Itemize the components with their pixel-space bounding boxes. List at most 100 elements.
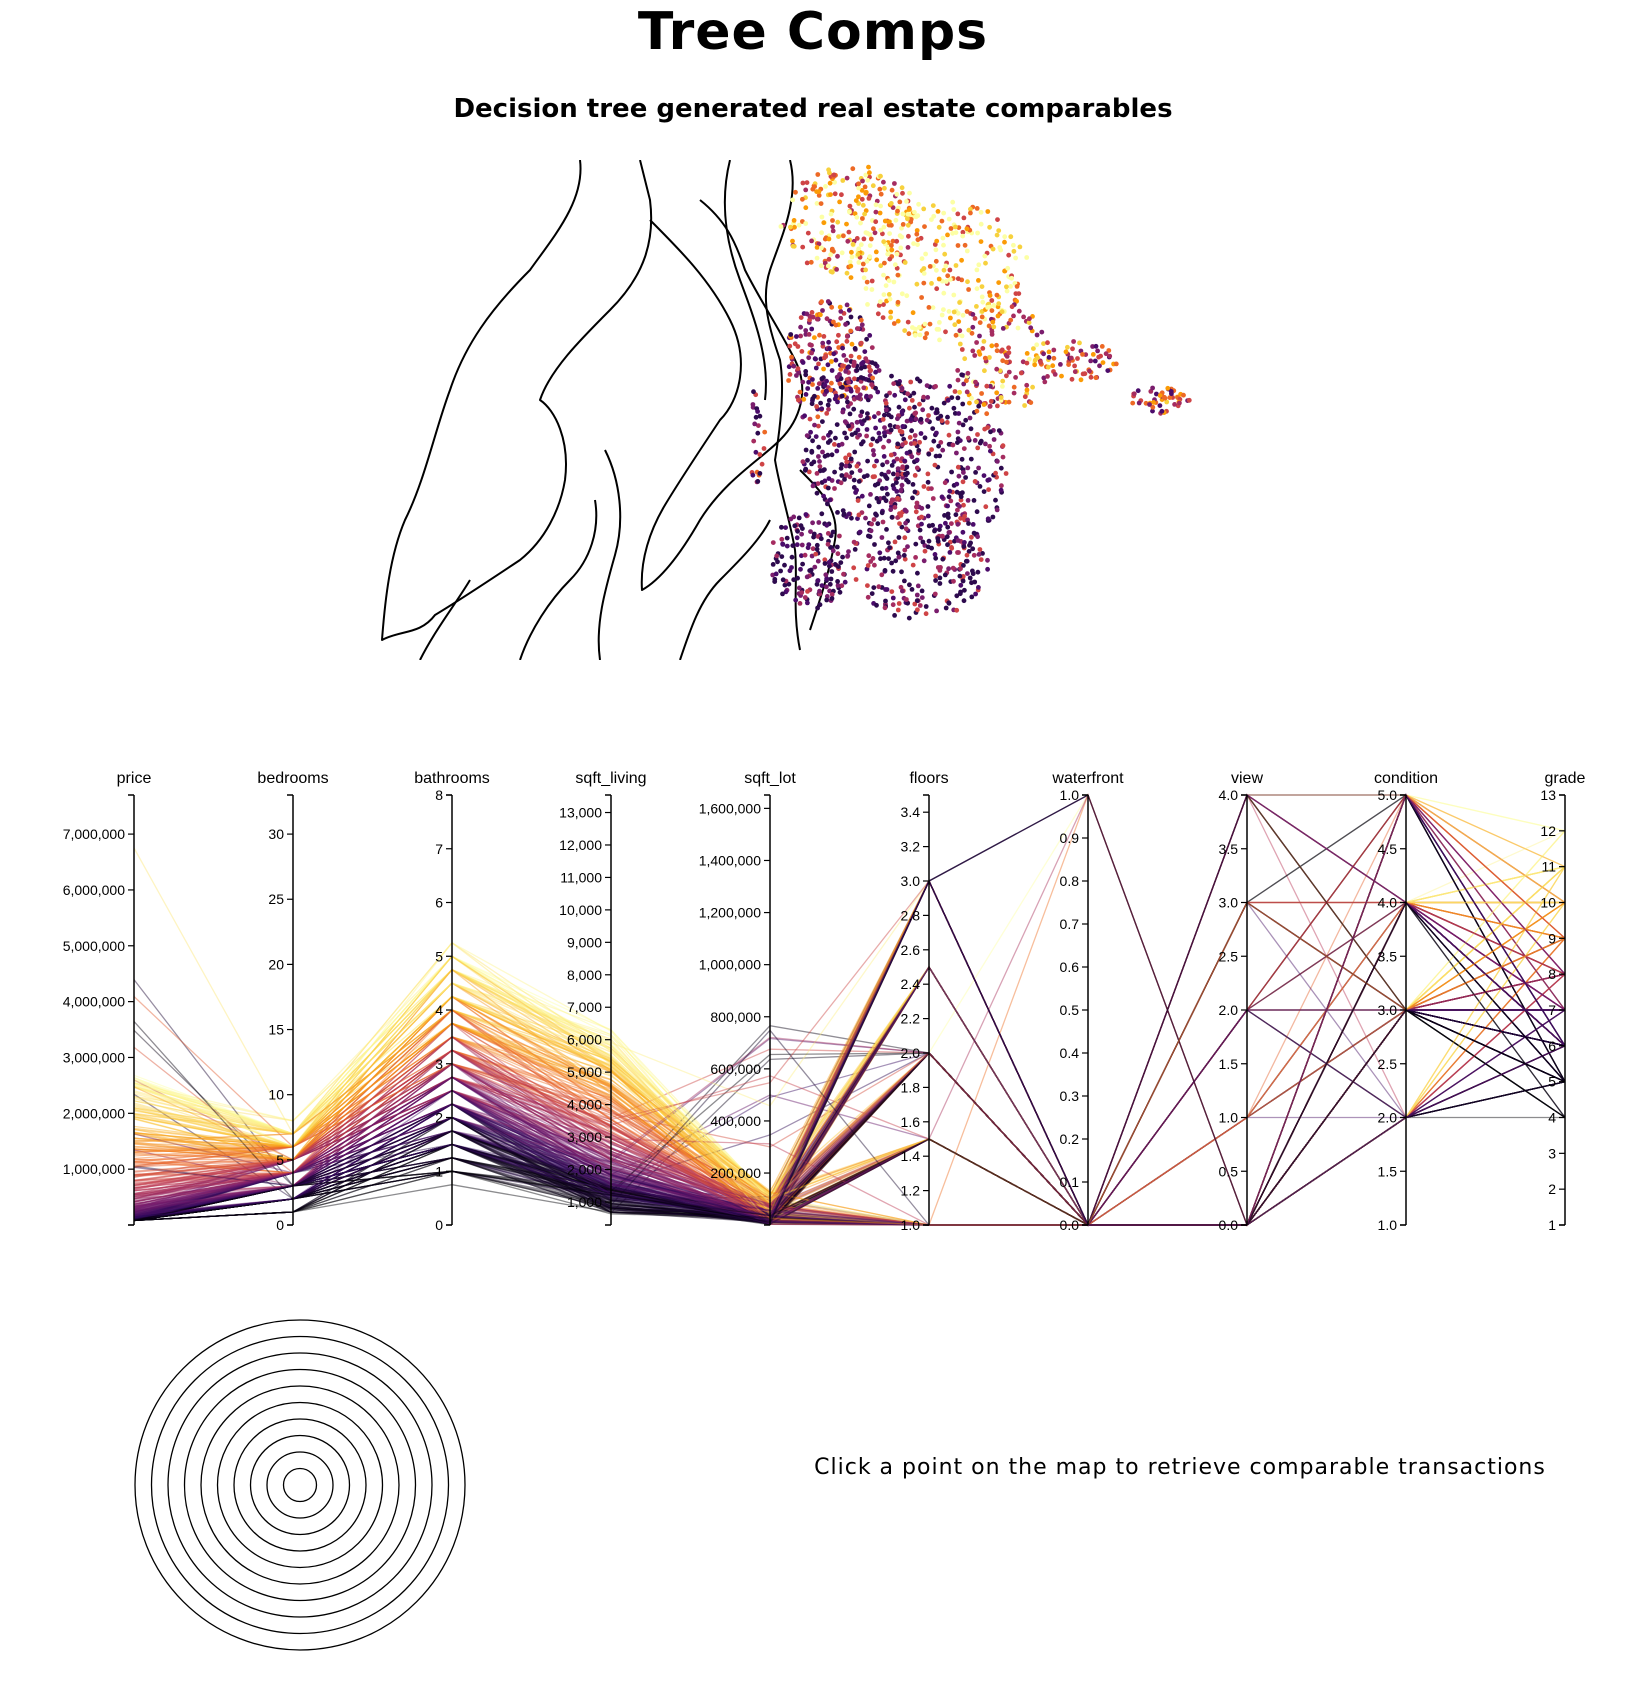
property-point[interactable] — [1004, 284, 1009, 290]
property-point[interactable] — [915, 213, 921, 219]
property-point[interactable] — [918, 535, 923, 541]
property-point[interactable] — [899, 409, 905, 415]
property-point[interactable] — [803, 372, 809, 378]
property-point[interactable] — [856, 479, 862, 484]
property-point[interactable] — [880, 519, 886, 525]
property-point[interactable] — [978, 239, 984, 244]
property-point[interactable] — [838, 309, 844, 314]
property-point[interactable] — [888, 507, 894, 513]
property-point[interactable] — [894, 251, 900, 257]
property-point[interactable] — [842, 419, 848, 424]
property-point[interactable] — [888, 201, 894, 206]
property-point[interactable] — [826, 406, 831, 412]
property-point[interactable] — [852, 211, 858, 217]
property-point[interactable] — [869, 287, 875, 292]
property-point[interactable] — [859, 188, 865, 193]
property-point[interactable] — [856, 181, 861, 187]
property-point[interactable] — [849, 424, 855, 429]
property-point[interactable] — [990, 246, 996, 252]
property-point[interactable] — [959, 257, 964, 263]
property-point[interactable] — [965, 279, 970, 285]
property-point[interactable] — [786, 581, 792, 587]
property-point[interactable] — [825, 402, 831, 408]
property-point[interactable] — [805, 386, 811, 391]
property-point[interactable] — [912, 404, 917, 410]
property-point[interactable] — [807, 568, 813, 573]
property-point[interactable] — [1150, 404, 1156, 410]
property-point[interactable] — [957, 573, 963, 579]
property-point[interactable] — [854, 214, 860, 220]
property-point[interactable] — [750, 402, 756, 407]
property-point[interactable] — [930, 305, 936, 310]
property-point[interactable] — [993, 470, 998, 476]
property-point[interactable] — [828, 576, 834, 582]
property-point[interactable] — [787, 343, 793, 349]
property-point[interactable] — [981, 339, 987, 344]
property-point[interactable] — [844, 387, 850, 392]
property-point[interactable] — [843, 455, 848, 461]
property-point[interactable] — [869, 382, 874, 387]
property-point[interactable] — [816, 444, 822, 450]
property-point[interactable] — [974, 286, 980, 292]
property-point[interactable] — [798, 523, 804, 529]
property-point[interactable] — [951, 292, 957, 298]
property-point[interactable] — [1028, 400, 1034, 405]
property-point[interactable] — [895, 550, 901, 556]
property-point[interactable] — [840, 409, 846, 415]
property-point[interactable] — [923, 611, 929, 617]
property-point[interactable] — [921, 558, 927, 564]
property-point[interactable] — [847, 474, 853, 480]
property-point[interactable] — [815, 414, 821, 420]
property-points[interactable] — [749, 163, 1240, 621]
property-point[interactable] — [883, 283, 889, 288]
property-point[interactable] — [884, 527, 889, 532]
property-point[interactable] — [969, 330, 975, 336]
property-point[interactable] — [828, 387, 834, 393]
property-point[interactable] — [1003, 471, 1009, 476]
property-point[interactable] — [939, 418, 945, 424]
property-point[interactable] — [817, 588, 822, 594]
property-point[interactable] — [842, 430, 847, 436]
property-point[interactable] — [1011, 242, 1016, 248]
property-point[interactable] — [840, 363, 845, 368]
property-point[interactable] — [804, 260, 810, 266]
property-point[interactable] — [868, 394, 873, 399]
property-point[interactable] — [854, 236, 860, 241]
property-point[interactable] — [798, 333, 803, 339]
property-point[interactable] — [847, 411, 853, 417]
property-point[interactable] — [890, 602, 896, 608]
property-point[interactable] — [895, 475, 901, 481]
property-point[interactable] — [805, 600, 810, 606]
property-point[interactable] — [982, 355, 988, 361]
property-point[interactable] — [800, 180, 806, 186]
property-point[interactable] — [834, 339, 840, 345]
property-point[interactable] — [864, 433, 869, 439]
property-point[interactable] — [864, 473, 870, 478]
property-point[interactable] — [921, 206, 927, 212]
property-point[interactable] — [829, 592, 835, 597]
property-point[interactable] — [900, 222, 906, 227]
property-point[interactable] — [867, 170, 872, 176]
property-point[interactable] — [844, 334, 850, 339]
property-point[interactable] — [936, 224, 942, 230]
property-point[interactable] — [834, 267, 839, 272]
property-point[interactable] — [827, 581, 833, 587]
property-point[interactable] — [903, 520, 908, 526]
property-point[interactable] — [977, 484, 983, 489]
property-point[interactable] — [1113, 361, 1119, 367]
property-point[interactable] — [976, 403, 982, 409]
property-point[interactable] — [819, 245, 824, 251]
property-point[interactable] — [941, 400, 947, 406]
property-point[interactable] — [814, 201, 820, 206]
property-point[interactable] — [833, 357, 839, 363]
property-point[interactable] — [979, 391, 984, 396]
property-point[interactable] — [812, 393, 817, 399]
property-point[interactable] — [840, 508, 846, 513]
property-point[interactable] — [906, 615, 912, 621]
property-point[interactable] — [1041, 375, 1047, 381]
property-point[interactable] — [1087, 368, 1092, 374]
property-point[interactable] — [875, 521, 881, 527]
property-point[interactable] — [803, 328, 809, 333]
property-point[interactable] — [966, 549, 972, 554]
